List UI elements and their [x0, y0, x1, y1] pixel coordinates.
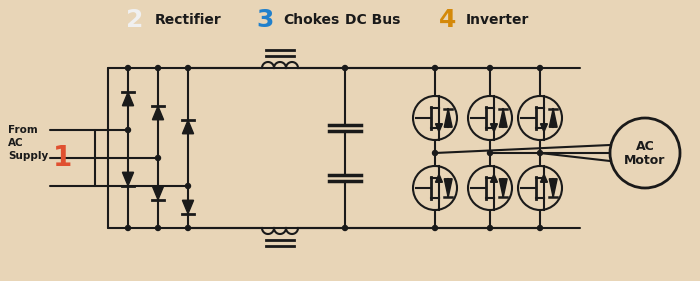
Text: 3: 3	[256, 8, 274, 32]
Polygon shape	[153, 186, 164, 200]
Polygon shape	[153, 106, 164, 120]
Text: Rectifier: Rectifier	[155, 13, 222, 27]
Circle shape	[125, 65, 130, 71]
Polygon shape	[122, 172, 134, 186]
Circle shape	[342, 65, 347, 71]
Polygon shape	[550, 179, 557, 197]
Circle shape	[155, 225, 160, 230]
Circle shape	[538, 151, 542, 155]
Circle shape	[538, 225, 542, 230]
Circle shape	[538, 65, 542, 71]
Text: Motor: Motor	[624, 153, 666, 167]
Text: Chokes: Chokes	[283, 13, 340, 27]
Circle shape	[433, 225, 438, 230]
Circle shape	[186, 183, 190, 189]
Circle shape	[487, 225, 493, 230]
Circle shape	[433, 151, 438, 155]
Circle shape	[186, 65, 190, 71]
Circle shape	[433, 65, 438, 71]
Text: AC: AC	[636, 139, 654, 153]
Polygon shape	[183, 200, 194, 214]
Text: Supply: Supply	[8, 151, 48, 161]
Text: 1: 1	[52, 144, 71, 172]
Polygon shape	[499, 179, 508, 197]
Text: DC Bus: DC Bus	[345, 13, 400, 27]
Text: AC: AC	[8, 138, 24, 148]
Circle shape	[155, 65, 160, 71]
Circle shape	[125, 225, 130, 230]
Polygon shape	[444, 179, 452, 197]
Polygon shape	[435, 124, 442, 132]
Polygon shape	[435, 174, 442, 182]
Text: 2: 2	[126, 8, 144, 32]
Polygon shape	[491, 174, 498, 182]
Text: 4: 4	[440, 8, 456, 32]
Polygon shape	[550, 109, 557, 127]
Polygon shape	[540, 174, 547, 182]
Text: From: From	[8, 125, 38, 135]
Circle shape	[186, 225, 190, 230]
Polygon shape	[444, 109, 452, 127]
Circle shape	[487, 151, 493, 155]
Polygon shape	[183, 120, 194, 134]
Polygon shape	[122, 92, 134, 106]
Polygon shape	[540, 124, 547, 132]
Circle shape	[487, 65, 493, 71]
Polygon shape	[499, 109, 508, 127]
Text: Inverter: Inverter	[466, 13, 529, 27]
Circle shape	[342, 225, 347, 230]
Circle shape	[155, 155, 160, 160]
Polygon shape	[491, 124, 498, 132]
Circle shape	[125, 128, 130, 133]
